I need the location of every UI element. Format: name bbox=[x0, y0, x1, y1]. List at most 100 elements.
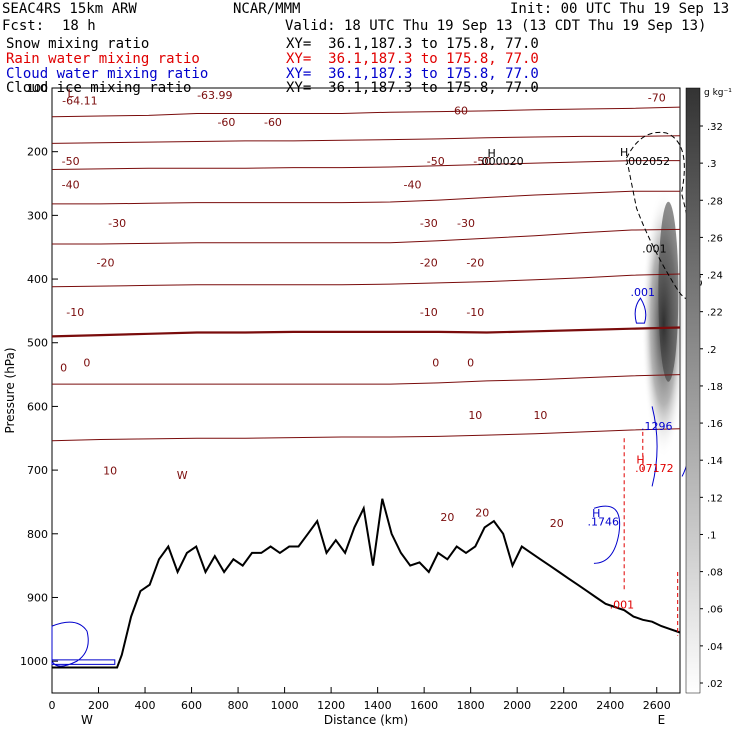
contour-label: -40 bbox=[404, 179, 422, 192]
extremum-label: H bbox=[636, 454, 644, 467]
colorbar-tick-label: .3 bbox=[707, 159, 717, 170]
field-name-cloud-water: Cloud water mixing ratio bbox=[6, 66, 209, 82]
contour-label: -20 bbox=[466, 256, 484, 269]
contour-label: L bbox=[68, 87, 75, 100]
x-axis-label: Distance (km) bbox=[324, 713, 408, 727]
field-name-rain: Rain water mixing ratio bbox=[6, 51, 200, 67]
cloud-water-contour-west bbox=[51, 621, 116, 667]
y-tick-label: 700 bbox=[27, 464, 48, 477]
x-tick-label: 200 bbox=[88, 699, 109, 712]
x-tick-label: 1600 bbox=[410, 699, 438, 712]
colorbar-tick-label: .26 bbox=[707, 233, 723, 244]
plot-frame bbox=[51, 87, 681, 694]
contour-label: -60 bbox=[264, 116, 282, 129]
isotherm-minus50 bbox=[51, 135, 681, 144]
extremum-label: .07172 bbox=[635, 462, 674, 475]
y-tick-label: 100 bbox=[27, 82, 48, 95]
contour-label: 20 bbox=[475, 507, 489, 520]
colorbar-tick-label: .28 bbox=[707, 196, 723, 207]
valid-time: Valid: 18 UTC Thu 19 Sep 13 (13 CDT Thu … bbox=[285, 18, 707, 34]
x-tick-label: 800 bbox=[228, 699, 249, 712]
y-axis-label: Pressure (hPa) bbox=[3, 347, 17, 433]
fcst-label: Fcst: bbox=[2, 18, 45, 34]
isotherm-0 bbox=[51, 326, 681, 338]
y-tick-label: 800 bbox=[27, 528, 48, 541]
extremum-label: .1296 bbox=[641, 420, 673, 433]
extremum-label: .001 bbox=[610, 598, 635, 611]
colorbar-tick-label: .18 bbox=[707, 382, 723, 393]
contour-label: -30 bbox=[420, 217, 438, 230]
colorbar-tick-label: .16 bbox=[707, 419, 723, 430]
colorbar-tick-label: .22 bbox=[707, 308, 723, 319]
field-xy-snow: XY= 36.1,187.3 to 175.8, 77.0 bbox=[286, 36, 539, 52]
contour-label: -60 bbox=[217, 116, 235, 129]
field-xy-cloud-water: XY= 36.1,187.3 to 175.8, 77.0 bbox=[286, 66, 539, 82]
fcst-value: 18 h bbox=[62, 18, 96, 34]
extremum-label: H bbox=[620, 146, 628, 159]
contour-label: -50 bbox=[427, 155, 445, 168]
x-tick-label: 2000 bbox=[503, 699, 531, 712]
x-tick-label: 0 bbox=[49, 699, 56, 712]
cloud-water-contour-low bbox=[593, 505, 621, 564]
contour-label: -30 bbox=[457, 217, 475, 230]
contour-label: -40 bbox=[62, 179, 80, 192]
extremum-label: .1746 bbox=[587, 516, 619, 529]
contour-label: -70 bbox=[648, 91, 666, 104]
contour-label: -63.99 bbox=[197, 89, 232, 102]
contour-labels: -64.11L -63.99 -60 -60 -60 -70 -50 -50 -50 -40 -40… bbox=[60, 87, 674, 611]
y-tick-label: 1000 bbox=[20, 655, 48, 668]
west-end-label: W bbox=[81, 713, 93, 727]
colorbar-tick-label: .24 bbox=[707, 271, 723, 282]
contour-label: 20 bbox=[440, 511, 454, 524]
contour-label: -10 bbox=[466, 306, 484, 319]
x-tick-label: 400 bbox=[135, 699, 156, 712]
extremum-label: H bbox=[487, 147, 495, 160]
isotherm-minus40 bbox=[51, 160, 680, 170]
terrain-layer bbox=[52, 498, 681, 669]
extremum-label: H bbox=[592, 507, 600, 520]
contour-label: 10 bbox=[103, 465, 117, 478]
colorbar-unit: g kg⁻¹ bbox=[704, 88, 732, 98]
isotherm-minus20 bbox=[52, 228, 681, 245]
y-tick-label: 900 bbox=[27, 591, 48, 604]
contour-label: -20 bbox=[97, 256, 115, 269]
colorbar: g kg⁻¹ .32 .3 .28 .26 .24 .22 .2 .18 .16 .14 .12 .1.… bbox=[685, 87, 732, 694]
extremum-label: .001 bbox=[642, 242, 667, 255]
isotherm-minus60 bbox=[51, 106, 681, 118]
rain-contours bbox=[623, 431, 679, 636]
x-tick-label: 1400 bbox=[364, 699, 392, 712]
x-tick-label: 1000 bbox=[271, 699, 299, 712]
colorbar-tick-label: .32 bbox=[707, 122, 723, 133]
isotherm-10 bbox=[52, 374, 681, 385]
extremum-label: .001 bbox=[631, 286, 656, 299]
model-title: SEAC4RS 15km ARW bbox=[2, 1, 137, 17]
field-xy-rain: XY= 36.1,187.3 to 175.8, 77.0 bbox=[286, 51, 539, 67]
snow-ice-shade-core bbox=[658, 201, 679, 382]
contour-label: -30 bbox=[108, 217, 126, 230]
extremum-label: .002052 bbox=[625, 155, 671, 168]
x-tick-label: 600 bbox=[181, 699, 202, 712]
contour-label: -20 bbox=[420, 256, 438, 269]
contour-label: 0 bbox=[467, 356, 474, 369]
y-tick-label: 500 bbox=[27, 337, 48, 350]
temperature-isotherms bbox=[51, 106, 681, 442]
colorbar-tick-label: .08 bbox=[707, 568, 723, 579]
x-tick-label: 1200 bbox=[317, 699, 345, 712]
axes: 0 200 400 600 800 1000 1200 1400 1600 1800 2000 220… bbox=[3, 82, 671, 727]
init-time: Init: 00 UTC Thu 19 Sep 13 bbox=[510, 1, 730, 17]
contour-label: -60 bbox=[450, 105, 468, 118]
colorbar-tick-label: .04 bbox=[707, 642, 723, 653]
cloud-water-contour-upper bbox=[634, 297, 647, 324]
y-tick-label: 200 bbox=[27, 146, 48, 159]
x-tick-label: 2600 bbox=[643, 699, 671, 712]
y-tick-label: 600 bbox=[27, 400, 48, 413]
contour-label: -10 bbox=[66, 306, 84, 319]
contour-label: 20 bbox=[550, 517, 564, 530]
contour-label: -50 bbox=[62, 155, 80, 168]
isotherm-20 bbox=[51, 428, 681, 442]
terrain-line bbox=[52, 498, 681, 669]
x-tick-label: 2400 bbox=[596, 699, 624, 712]
extremum-label: .000020 bbox=[478, 155, 524, 168]
